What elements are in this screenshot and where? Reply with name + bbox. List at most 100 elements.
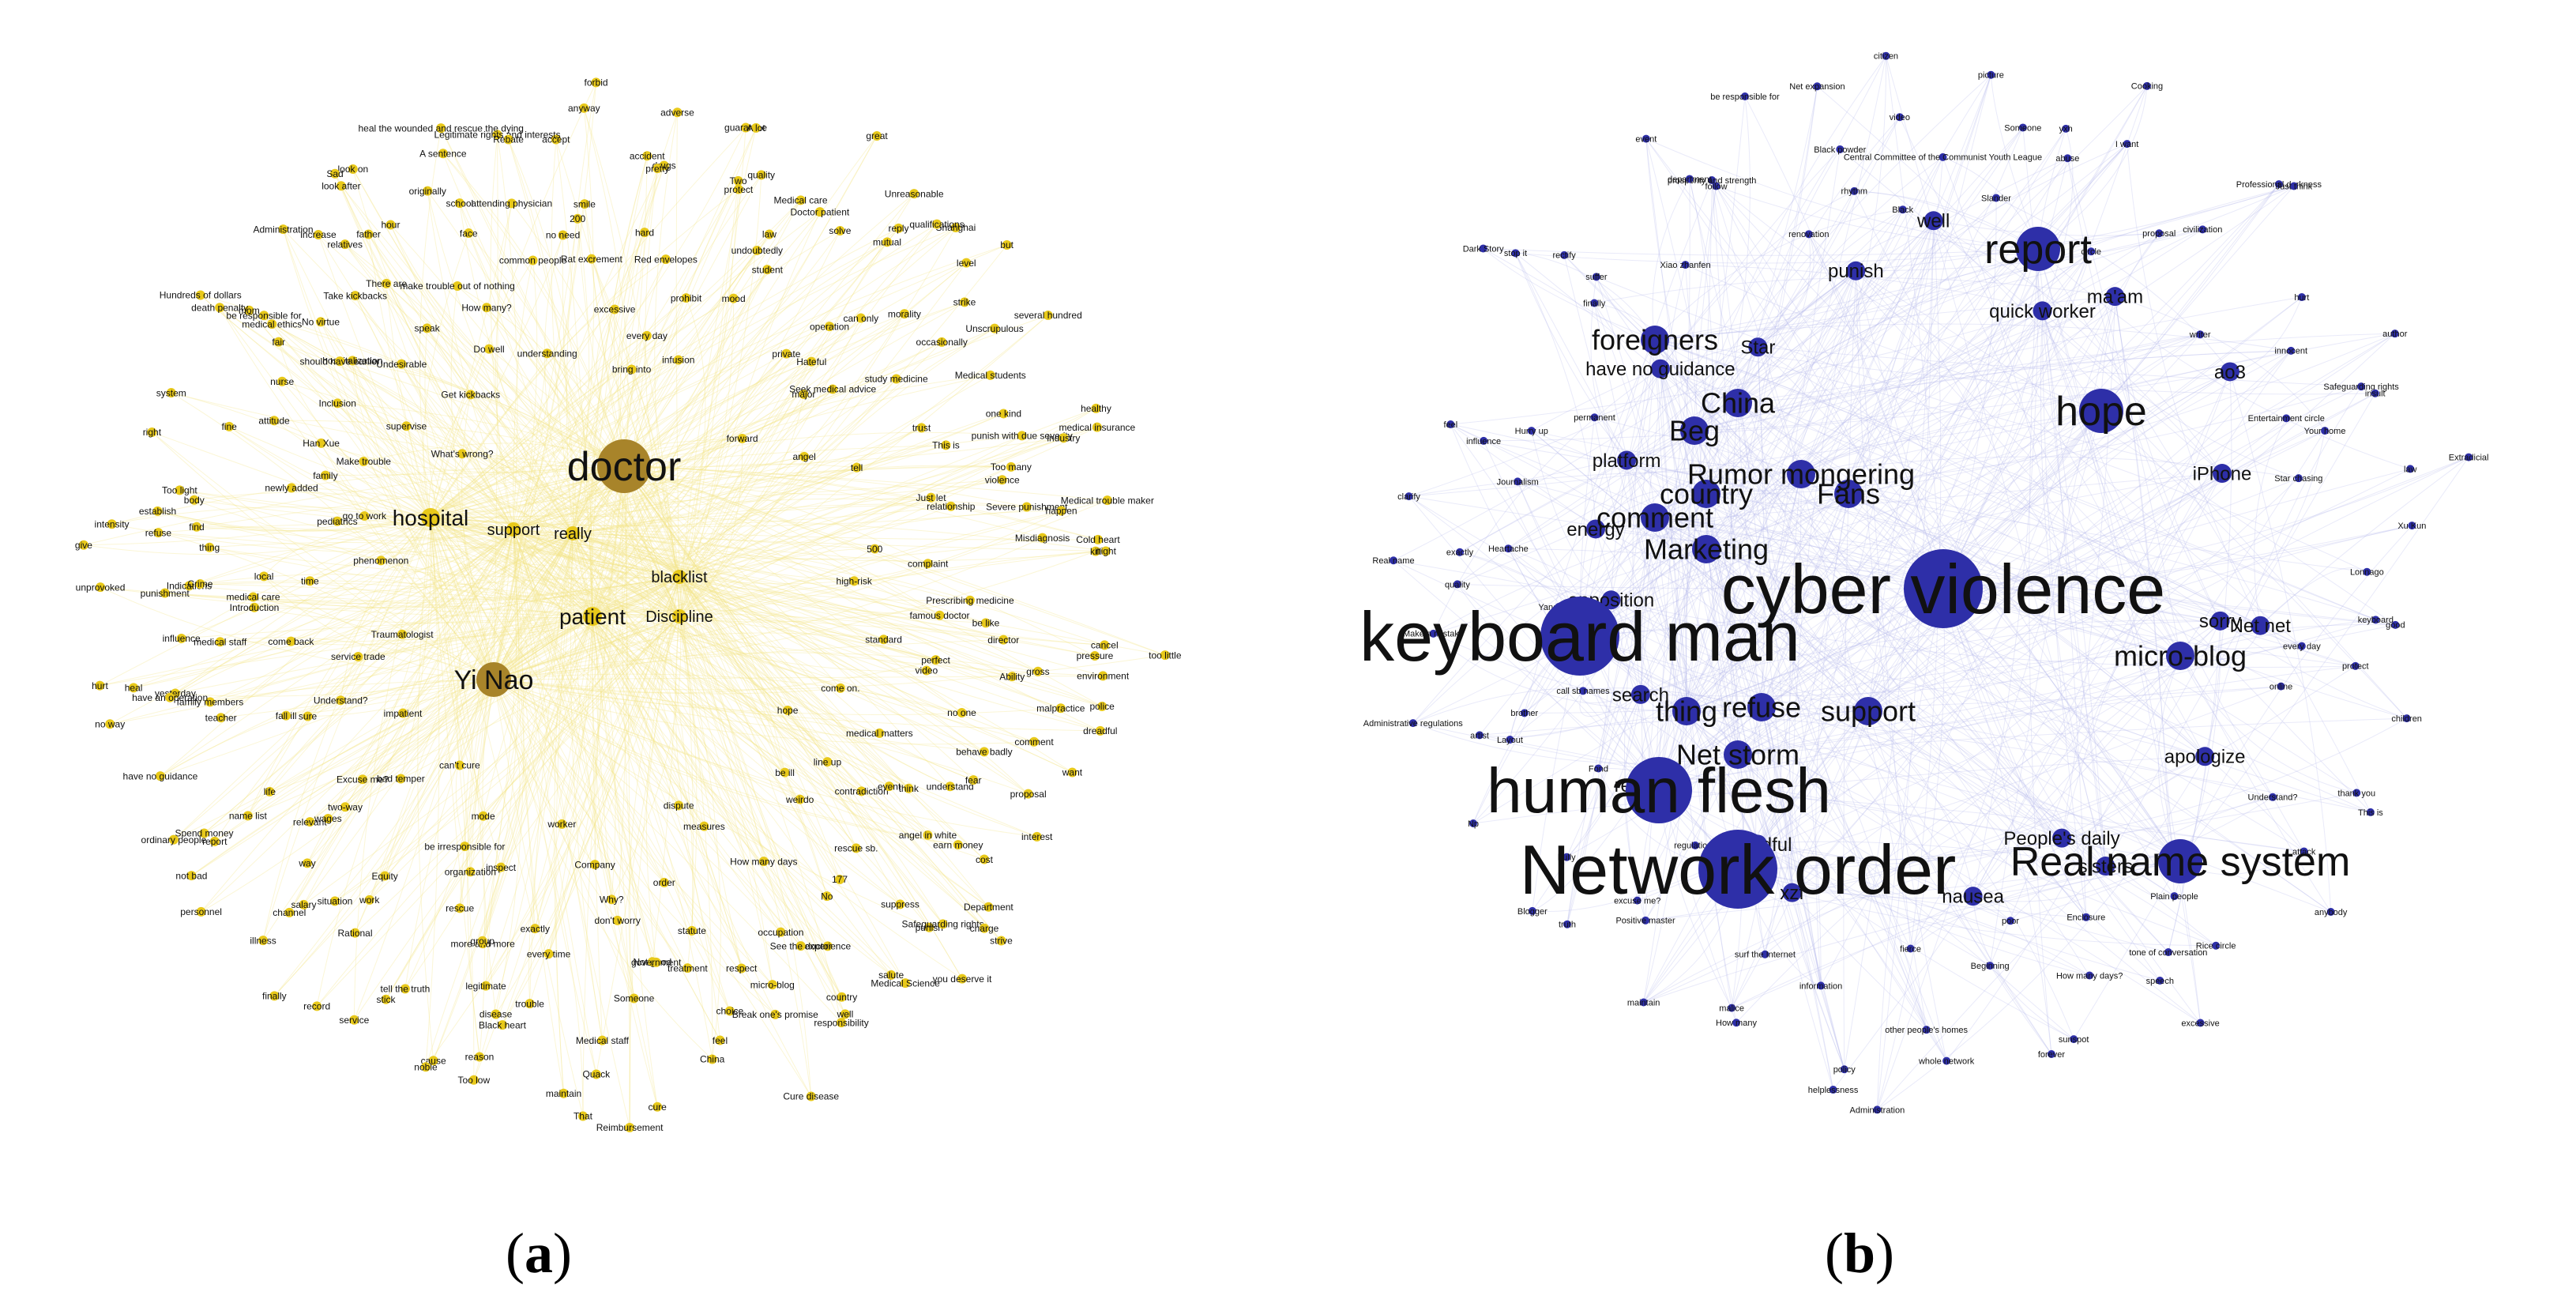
edge [1507,548,1739,870]
node-marker [363,229,374,239]
node-cost: cost [976,854,994,865]
edge [1876,588,1944,1110]
node-marker [2063,154,2072,163]
edge [493,227,957,680]
node-marker [482,303,492,313]
edge [513,529,597,1075]
node-marker [2326,907,2335,916]
node-label: Severe punishment [986,502,1068,513]
edge [513,529,909,789]
edge [430,517,987,623]
edge [1660,368,1707,550]
edge [334,173,625,467]
node-marker [299,899,309,909]
edge [278,341,514,530]
edge [247,517,431,816]
edge [83,517,431,555]
edge [1626,347,1758,461]
edge [534,616,593,929]
edge [623,230,840,467]
edge [1510,493,1849,740]
edge [468,232,593,617]
edge [1848,128,2066,495]
node-marker [2282,414,2291,423]
node-marker [2155,229,2164,238]
edge [285,576,680,717]
edge [508,139,593,617]
edge [493,548,875,680]
edge [430,326,830,518]
node-adverse: adverse [660,107,694,118]
edge [464,529,514,847]
node-marker [938,919,948,929]
node-label: other people's homes [1885,1026,1968,1035]
edge [592,616,927,672]
edge [430,517,1103,707]
edge [679,361,812,617]
edge [334,173,514,530]
edge [592,616,657,963]
edge [493,165,665,680]
edge [611,616,682,900]
node-label: responsibility [814,1017,868,1028]
edge [1408,471,1802,497]
edge [173,616,593,841]
edge [385,616,593,1000]
node-every-time: every time [527,948,571,959]
node-proposal: proposal [1010,789,1047,800]
edge [493,467,857,680]
edge [1626,460,2304,852]
edge [1856,270,2396,626]
node-label: occupation [758,927,803,938]
edge [2179,457,2469,862]
node-marker [1037,533,1047,543]
edge [493,378,897,680]
edge [1744,96,1944,589]
node-think: think [899,783,919,794]
edge [572,533,785,773]
edge [220,637,495,680]
node-forever: forever [2038,1050,2066,1060]
edge [572,533,1013,677]
node-that: That [573,1111,593,1122]
edge [1645,138,2039,250]
node-hurt: hurt [92,680,108,691]
edge [592,230,840,617]
edge [1757,85,2148,845]
edge [473,616,593,1080]
node-marker [799,451,810,461]
edge [1876,588,1945,1110]
edge [1566,694,1641,858]
node-marker [2212,464,2232,484]
edge [189,585,680,617]
node-comment: comment [1596,502,1713,534]
edge [592,269,768,617]
node-label: follow [1705,182,1727,191]
node-label: qualifications [909,219,964,230]
node-marker [728,293,739,303]
node-trouble: trouble [515,998,544,1009]
edge [340,517,431,701]
node-label: situation [318,896,353,907]
node-rebate: Rebate [493,134,524,145]
node-label: father [356,229,381,240]
edge [200,295,593,617]
edge [1972,371,2231,897]
edge [513,529,1002,941]
edge [1580,691,1641,704]
node-marker [806,1091,816,1102]
node-label: See the doctor [770,940,832,951]
edge [2037,248,2087,917]
edge [679,576,857,849]
node-label: Two [730,175,747,186]
node-can-t-cure: can't cure [439,760,480,771]
edge [679,576,950,787]
edge [337,402,625,467]
node-label: sorry [2199,611,2241,632]
edge [171,392,495,680]
edge [355,533,573,933]
node-label: night [1096,546,1117,557]
node-marker [1641,134,1650,143]
edge [1972,248,2039,897]
node-marker [312,1001,322,1011]
